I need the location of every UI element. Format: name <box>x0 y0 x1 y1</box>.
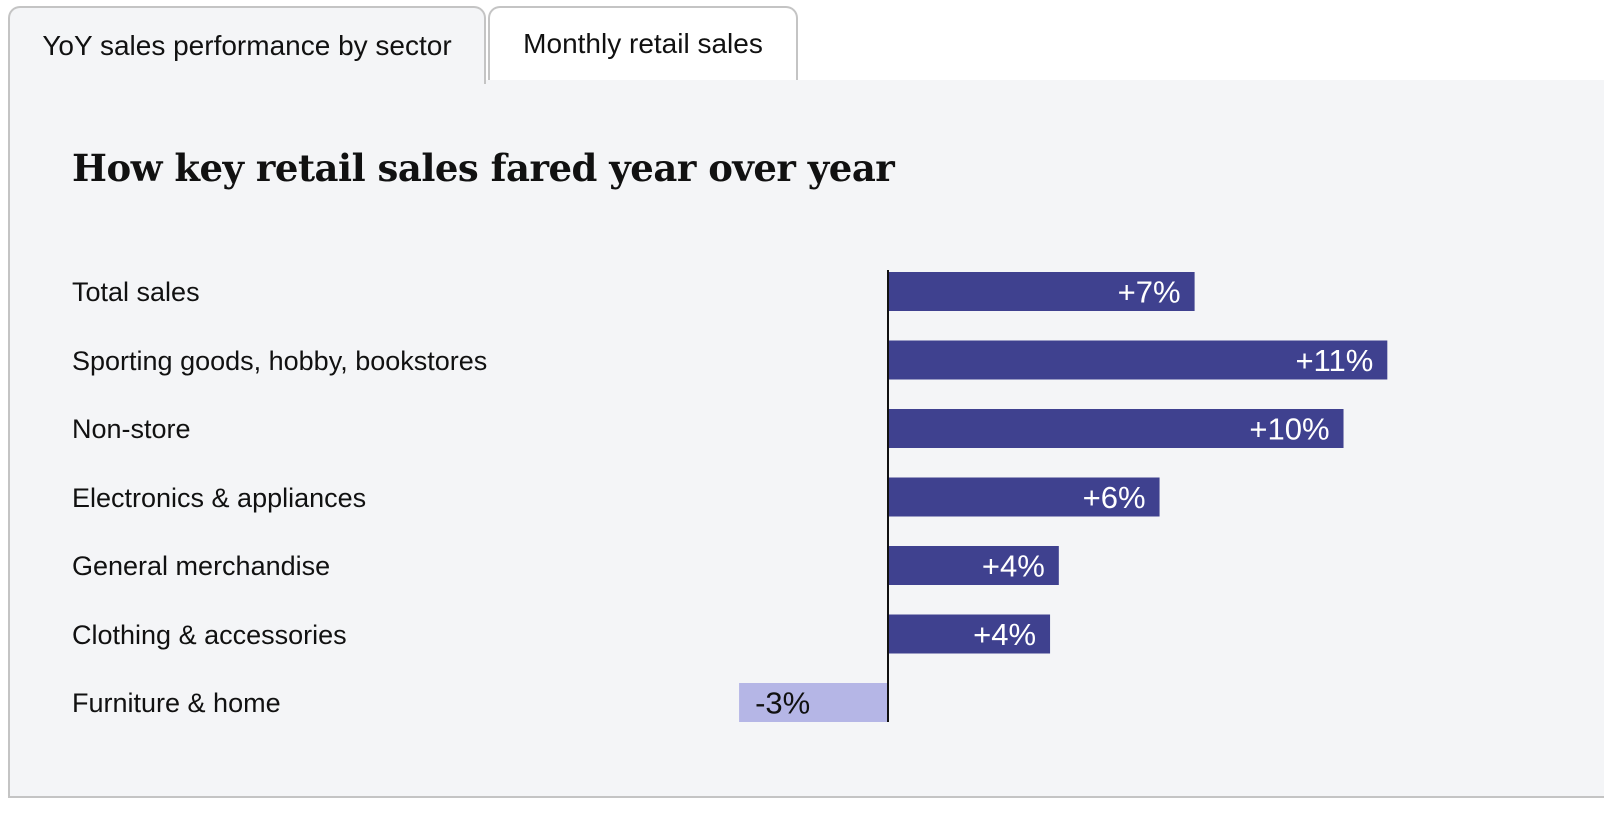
data-label: +4% <box>973 617 1036 652</box>
category-label: Electronics & appliances <box>72 482 367 513</box>
tab-yoy-sales-performance[interactable]: YoY sales performance by sector <box>8 6 486 84</box>
data-label: +11% <box>1295 343 1373 378</box>
data-label: +10% <box>1249 412 1329 447</box>
tab-label: Monthly retail sales <box>523 28 763 59</box>
bar <box>888 614 1051 654</box>
tab-bar: YoY sales performance by sector Monthly … <box>8 6 1604 84</box>
category-label: General merchandise <box>72 551 331 581</box>
bar <box>888 477 1160 517</box>
bar <box>888 272 1195 311</box>
data-label: +7% <box>1118 275 1181 310</box>
tab-monthly-retail-sales[interactable]: Monthly retail sales <box>488 6 798 80</box>
chart-title: How key retail sales fared year over yea… <box>72 146 895 190</box>
category-label: Clothing & accessories <box>72 619 347 650</box>
category-label: Total sales <box>72 277 200 307</box>
category-label: Non-store <box>72 414 191 444</box>
bar <box>888 340 1388 380</box>
data-label: +6% <box>1083 480 1146 515</box>
bar <box>739 683 888 722</box>
category-label: Furniture & home <box>72 688 281 718</box>
data-label: -3% <box>755 686 810 721</box>
tab-label: YoY sales performance by sector <box>42 30 452 61</box>
bar <box>888 409 1344 448</box>
bar <box>888 546 1059 585</box>
category-label: Sporting goods, hobby, bookstores <box>72 345 488 376</box>
data-label: +4% <box>982 549 1045 584</box>
